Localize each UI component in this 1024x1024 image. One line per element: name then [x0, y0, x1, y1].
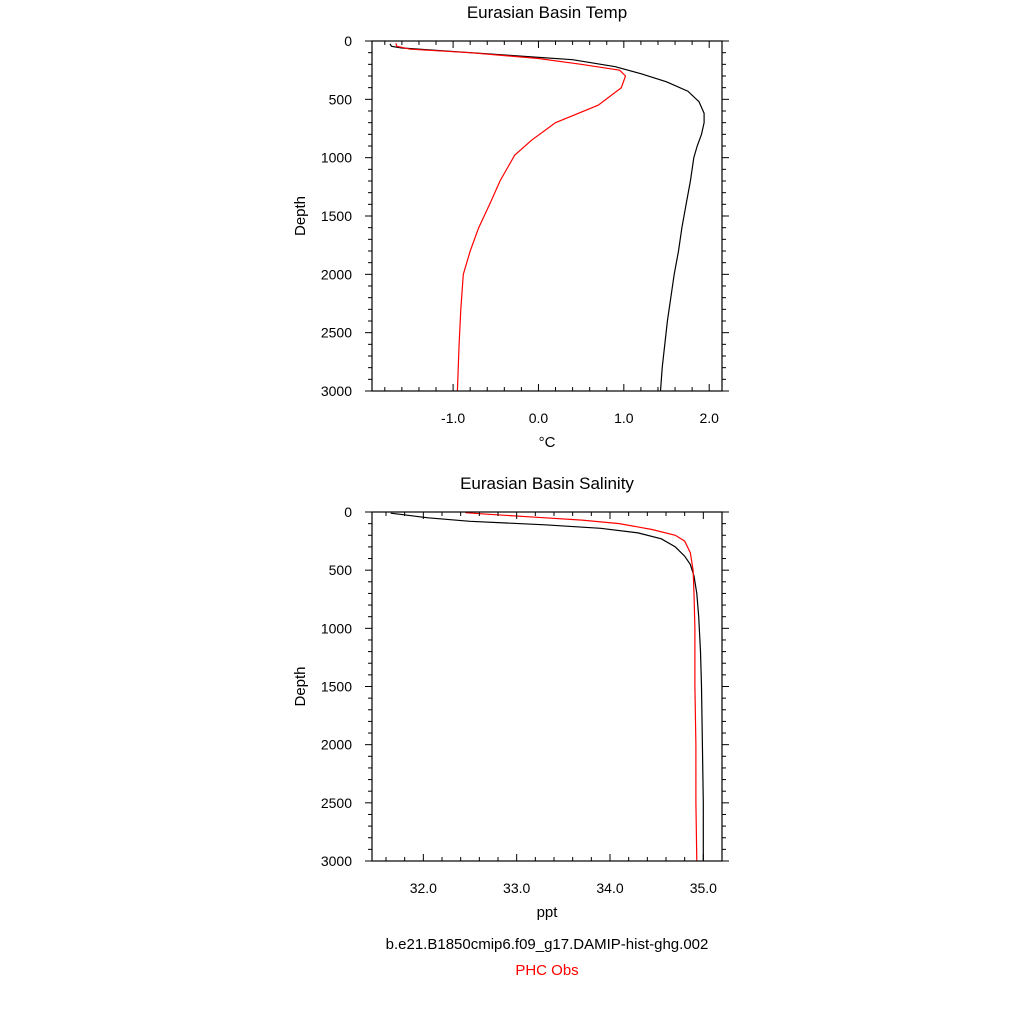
y-tick-label: 1500: [321, 208, 352, 224]
x-tick-label: 32.0: [410, 880, 437, 896]
y-tick-label: 2500: [321, 795, 352, 811]
y-tick-label: 0: [344, 504, 352, 520]
y-tick-label: 1000: [321, 150, 352, 166]
chart-panel-1: -1.0 0.0 1.0 2.0 0 500 1000 1500 2000 2500 3000 Eur…: [292, 3, 729, 451]
x-tick-label: -1.0: [441, 410, 465, 426]
chart-title: Eurasian Basin Temp: [467, 3, 627, 22]
plot-frame: [371, 511, 723, 862]
legend-model-run: b.e21.B1850cmip6.f09_g17.DAMIP-hist-ghg.…: [385, 936, 709, 953]
y-tick-label: 2000: [321, 266, 352, 282]
x-axis-label: ppt: [537, 904, 559, 921]
chart-panel-2: 32.0 33.0 34.0 35.0 0 500 1000 1500 2000 2500 3000…: [292, 474, 729, 921]
y-tick-label: 500: [329, 562, 353, 578]
chart-title: Eurasian Basin Salinity: [460, 474, 634, 493]
y-tick-label: 0: [344, 33, 352, 49]
x-tick-label: 33.0: [503, 880, 530, 896]
x-tick-label: 35.0: [690, 880, 717, 896]
y-tick-label: 2000: [321, 737, 352, 753]
y-tick-label: 3000: [321, 383, 352, 399]
y-axis-label: Depth: [292, 666, 309, 706]
series-line-obs: [395, 43, 627, 391]
x-tick-label: 0.0: [529, 410, 549, 426]
x-tick-label: 1.0: [614, 410, 634, 426]
plot-frame: [371, 40, 723, 392]
x-axis-label: °C: [539, 434, 556, 451]
series-line-model: [390, 512, 704, 861]
x-tick-label: 2.0: [699, 410, 719, 426]
series-line-model: [389, 43, 705, 391]
y-axis-label: Depth: [292, 196, 309, 236]
y-tick-label: 1500: [321, 679, 352, 695]
y-tick-label: 2500: [321, 325, 352, 341]
legend-obs: PHC Obs: [515, 962, 579, 979]
x-tick-label: 34.0: [596, 880, 623, 896]
y-tick-label: 500: [329, 91, 353, 107]
y-tick-label: 1000: [321, 620, 352, 636]
y-tick-label: 3000: [321, 853, 352, 869]
series-line-obs: [465, 512, 698, 861]
